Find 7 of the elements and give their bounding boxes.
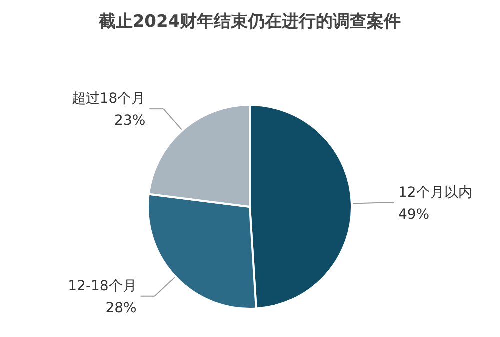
data-label: 23% <box>114 113 146 130</box>
slice-label: 12个月以内 <box>398 184 472 201</box>
slice-label: 12-18个月 <box>68 278 137 294</box>
data-label: 49% <box>398 206 430 223</box>
chart-title: 截止2024财年结束仍在进行的调查案件 <box>98 11 402 32</box>
data-label: 28% <box>106 300 137 316</box>
slice-label: 超过18个月 <box>72 91 146 108</box>
